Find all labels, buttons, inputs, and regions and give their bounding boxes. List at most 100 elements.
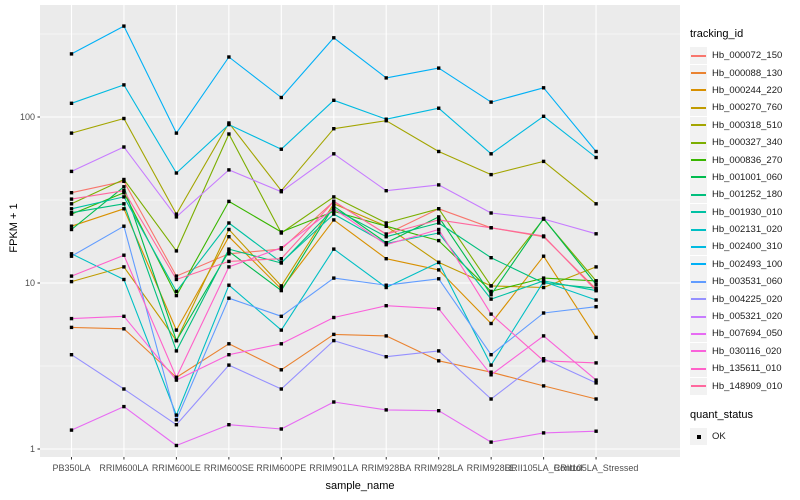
data-point	[437, 359, 441, 363]
legend-item-label: Hb_135611_010	[712, 363, 782, 375]
data-point	[69, 252, 74, 256]
legend-title-quant-status: quant_status	[690, 408, 753, 421]
data-point	[489, 397, 493, 401]
legend-item-Hb_004225_020: Hb_004225_020	[690, 290, 798, 308]
data-point	[489, 289, 493, 294]
data-point	[122, 327, 126, 331]
data-point	[227, 122, 231, 127]
data-point	[541, 159, 546, 164]
data-point	[174, 293, 179, 298]
panel-background	[40, 5, 680, 457]
data-point	[384, 224, 388, 228]
data-point	[594, 335, 598, 340]
data-point	[122, 404, 126, 409]
legend-item-Hb_000088_130: Hb_000088_130	[690, 64, 798, 82]
data-point	[332, 204, 336, 208]
data-point	[69, 207, 74, 211]
data-point	[227, 199, 231, 204]
legend-item-Hb_001252_180: Hb_001252_180	[690, 186, 798, 204]
data-point	[384, 235, 388, 239]
data-point	[384, 189, 388, 193]
data-point	[174, 274, 179, 278]
data-point	[384, 408, 388, 412]
data-point	[174, 418, 179, 422]
data-point	[122, 189, 126, 193]
legend-item-Hb_003531_060: Hb_003531_060	[690, 273, 798, 291]
legend-item-Hb_002131_020: Hb_002131_020	[690, 221, 798, 239]
data-point	[227, 283, 231, 287]
y-axis-title: FPKM + 1	[8, 203, 20, 253]
data-point	[489, 256, 493, 260]
data-point	[227, 235, 231, 239]
data-point	[122, 191, 126, 195]
data-point	[122, 195, 126, 199]
data-point	[122, 179, 126, 183]
data-point	[279, 246, 283, 250]
data-point	[227, 55, 231, 59]
legend-item-label: OK	[712, 431, 726, 442]
data-point	[279, 95, 283, 100]
legend-key-line-icon	[691, 385, 706, 388]
data-point	[227, 296, 231, 300]
legend-key-line-icon	[691, 89, 706, 92]
data-point	[174, 131, 179, 135]
legend-item-Hb_000072_150: Hb_000072_150	[690, 47, 798, 65]
legend-key-line-icon	[691, 159, 706, 162]
data-point	[69, 224, 74, 228]
legend-item-label: Hb_000088_130	[712, 67, 783, 79]
data-point	[489, 226, 493, 230]
data-point	[227, 132, 231, 136]
data-point	[594, 286, 598, 290]
data-point	[332, 218, 336, 222]
data-point	[384, 355, 388, 359]
data-point	[332, 276, 336, 280]
x-axis-tick-label: RRIM600PE	[256, 463, 306, 473]
data-point	[384, 304, 388, 308]
data-point	[69, 325, 74, 330]
legend-item-Hb_000270_760: Hb_000270_760	[690, 99, 798, 117]
data-point	[122, 83, 126, 87]
data-point	[332, 152, 336, 156]
legend-key-swatch	[690, 99, 707, 117]
data-point	[69, 227, 74, 232]
data-point	[227, 363, 231, 367]
data-point	[489, 284, 493, 288]
x-axis-tick-label: RRIM928LE	[467, 463, 516, 473]
legend-key-swatch	[690, 168, 707, 186]
data-point	[279, 314, 283, 318]
data-point	[122, 177, 126, 182]
legend-item-Hb_000318_510: Hb_000318_510	[690, 116, 798, 134]
data-point	[594, 361, 598, 365]
data-point	[594, 288, 598, 293]
legend-item-Hb_002493_100: Hb_002493_100	[690, 255, 798, 273]
data-point	[332, 212, 336, 216]
data-point	[541, 276, 546, 280]
data-point	[69, 52, 74, 56]
legend-key-line-icon	[691, 141, 706, 144]
legend-key-line-icon	[691, 332, 706, 335]
data-point	[541, 285, 546, 290]
legend-key-swatch	[690, 221, 707, 239]
data-point	[541, 279, 546, 284]
data-point	[332, 209, 336, 214]
data-point	[437, 260, 441, 265]
legend-item-Hb_007694_050: Hb_007694_050	[690, 325, 798, 343]
legend-item-label: Hb_000270_760	[712, 102, 783, 114]
legend-item-label: Hb_001001_060	[712, 171, 783, 183]
data-point	[489, 373, 493, 377]
data-point	[279, 368, 283, 372]
legend-key-line-icon	[691, 106, 706, 109]
x-axis-tick-label: RRIM901LA	[309, 463, 358, 473]
legend-item-label: Hb_002131_020	[712, 224, 783, 236]
data-point	[541, 217, 546, 221]
data-point	[332, 247, 336, 251]
data-point	[594, 378, 598, 382]
data-point	[384, 76, 388, 80]
data-point	[594, 202, 598, 206]
data-point	[279, 427, 283, 431]
x-axis-tick-label: RRIM600SE	[204, 463, 254, 473]
legend-key-line-icon	[691, 176, 706, 179]
legend-item-label: Hb_001930_010	[712, 206, 783, 218]
data-point	[332, 315, 336, 320]
